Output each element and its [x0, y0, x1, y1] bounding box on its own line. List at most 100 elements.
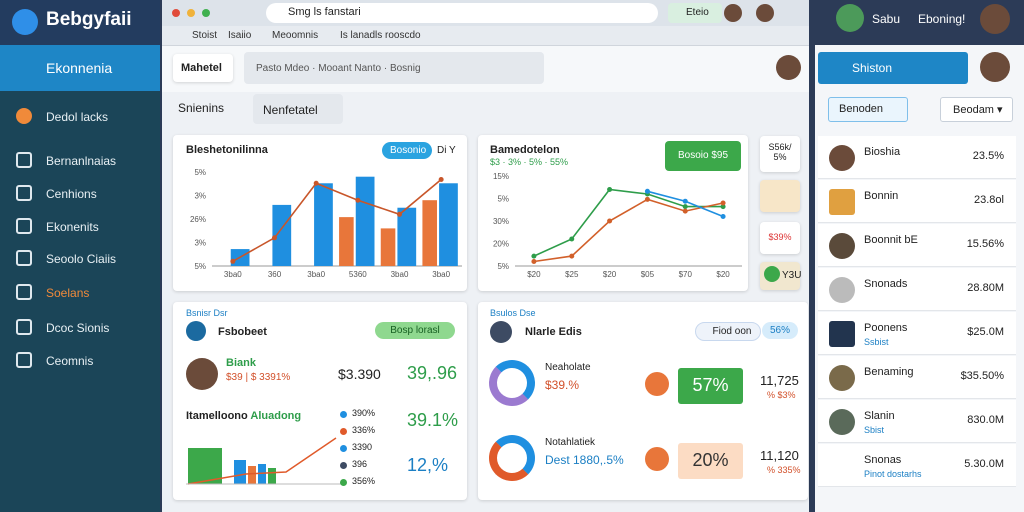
card-title: Bleshetonilinna	[186, 144, 268, 156]
address-bar[interactable]: Smg ls fanstari	[266, 3, 658, 23]
row-sub: $39.%	[545, 378, 580, 392]
logo	[12, 9, 38, 35]
item-value: 28.80M	[967, 282, 1004, 294]
legend-label: 336%	[352, 425, 376, 435]
y-tick-label: 5%	[194, 168, 206, 177]
badge[interactable]: 56%	[762, 322, 798, 339]
tile[interactable]: S56k/ 5%	[760, 136, 800, 172]
list-row[interactable]	[818, 224, 1016, 267]
avatar[interactable]	[980, 52, 1010, 82]
nav-icon	[16, 319, 32, 335]
badge[interactable]: Bosonio	[382, 142, 432, 159]
bookmark[interactable]: Meoomnis	[272, 30, 319, 41]
item-value: 23.8ol	[974, 194, 1004, 206]
row-sub: Dest 1880,.5%	[545, 453, 624, 467]
item-name: Benaming	[864, 366, 914, 378]
badge[interactable]: Bosoio $95	[665, 141, 741, 171]
legend-label: 3390	[352, 442, 373, 452]
nav-item[interactable]: Bernanlnaias	[0, 146, 160, 176]
x-tick-label: 3ba0	[391, 270, 409, 279]
bar	[188, 448, 222, 484]
item-sub: Sbist	[864, 425, 885, 435]
legend-label: 356%	[352, 476, 376, 486]
y-tick-label: 15%	[493, 172, 509, 181]
dot	[172, 9, 180, 17]
y-tick-label: 20%	[493, 240, 509, 249]
nav-item[interactable]: Ekonenits	[0, 212, 160, 242]
y-tick-label: 5%	[194, 262, 206, 271]
bar	[422, 200, 437, 266]
avatar	[829, 365, 855, 391]
card-title: Bamedotelon	[490, 144, 560, 156]
dot	[202, 9, 210, 17]
text: Itamelloono	[186, 410, 248, 422]
bookmark[interactable]: Stoist	[192, 30, 218, 41]
point	[569, 236, 575, 242]
pct: 12,%	[407, 455, 449, 475]
bookmark-bar	[162, 26, 809, 46]
dot	[187, 9, 195, 17]
icon	[645, 372, 669, 396]
text: Aluadong	[250, 410, 302, 422]
item-name: Slanin	[864, 410, 895, 422]
tile[interactable]	[760, 180, 800, 212]
stat-box: 20%	[678, 443, 743, 479]
nav-item[interactable]: Dcoc Sionis	[0, 313, 160, 343]
item-sub: Pinot dostarhs	[864, 469, 922, 479]
tab[interactable]: Nenfetatel	[253, 94, 343, 124]
bar	[234, 460, 246, 484]
card-title: Fsbobeet	[218, 326, 267, 338]
nav-item[interactable]: Soelans	[0, 278, 160, 308]
pct: 39.1%	[407, 410, 459, 430]
badge: Di Y	[437, 145, 456, 156]
row-title: Notahlatiek	[545, 437, 596, 448]
icon	[490, 321, 512, 343]
badge[interactable]: Bosp lorasl	[375, 322, 455, 339]
card-title: Nlarle Edis	[525, 326, 582, 338]
tile[interactable]: $39%	[760, 222, 800, 254]
point	[682, 198, 688, 204]
legend-dot	[340, 411, 347, 418]
bar	[339, 217, 354, 266]
nav-icon	[16, 218, 32, 234]
list-row[interactable]	[818, 444, 1016, 487]
nav-item[interactable]: Ceomnis	[0, 346, 160, 376]
item-value: $25.0M	[967, 326, 1004, 338]
bookmark[interactable]: Is lanadls rooscdo	[340, 30, 421, 41]
item-name: Bioshia	[864, 146, 901, 158]
x-tick-label: 3ba0	[224, 270, 242, 279]
legend-dot	[340, 479, 347, 486]
item-name: Snonads	[864, 278, 908, 290]
nav-item[interactable]: Seoolo Ciaiis	[0, 244, 160, 274]
point	[644, 196, 650, 202]
x-tick-label: 3ba0	[307, 270, 325, 279]
stat-box: 57%	[678, 368, 743, 404]
tab[interactable]: Snienins	[178, 101, 225, 115]
item-value: 830.0M	[967, 414, 1004, 426]
avatar[interactable]	[980, 4, 1010, 34]
search[interactable]: Pasto Mdeo · Mooant Nanto · Bosnig	[244, 52, 544, 84]
y-tick-label: 3%	[194, 239, 206, 248]
nav-icon	[16, 108, 32, 124]
point	[644, 188, 650, 194]
bar	[258, 464, 266, 484]
tab[interactable]: Eteio	[668, 3, 722, 23]
toolbar-button[interactable]: Mahetel	[173, 54, 233, 82]
avatar[interactable]	[836, 4, 864, 32]
panel-header[interactable]: Shiston	[818, 52, 968, 84]
x-tick-label: 3ba0	[432, 270, 450, 279]
nav-active[interactable]: Ekonnenia	[0, 45, 160, 91]
nav-item[interactable]: Cenhions	[0, 179, 160, 209]
row-title: Neaholate	[545, 362, 591, 373]
nav-item[interactable]: Dedol lacks	[0, 102, 160, 132]
button[interactable]: Benoden	[828, 97, 908, 122]
bookmark[interactable]: Isaiio	[228, 30, 252, 41]
series-line	[533, 188, 724, 257]
avatar[interactable]	[776, 55, 801, 80]
dropdown[interactable]: Beodam ▾	[940, 97, 1013, 122]
point	[313, 180, 319, 186]
x-tick-label: $25	[565, 270, 579, 279]
nav-icon	[16, 250, 32, 266]
point	[607, 187, 613, 192]
badge[interactable]: Fiod oon	[695, 322, 761, 341]
